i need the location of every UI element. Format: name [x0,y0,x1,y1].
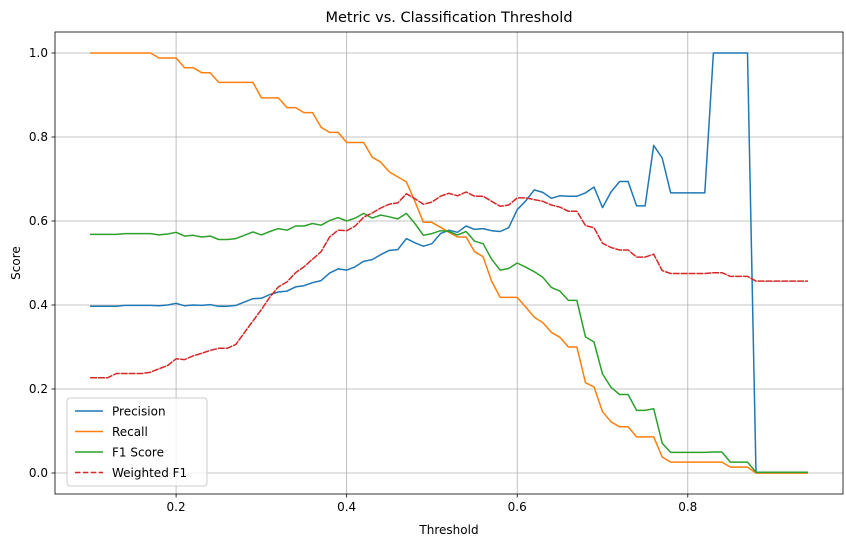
y-tick-label: 0.4 [29,298,48,312]
legend-label: Recall [112,425,148,439]
y-tick-label: 0.2 [29,382,48,396]
axes-frame [54,31,844,495]
y-tick-label: 0.6 [29,214,48,228]
chart-legend: Precision Recall F1 Score Weighted F1 [66,397,208,487]
x-tick-label: 0.2 [167,500,186,514]
legend-label: F1 Score [112,445,164,459]
chart-title: Metric vs. Classification Threshold [325,10,572,26]
series-line-precision [90,52,808,474]
y-axis-ticks: 0.0 0.2 0.4 0.6 0.8 1.0 [29,46,55,480]
legend-box [66,397,208,487]
series-line-weighted-f1 [90,191,808,379]
x-tick-label: 0.8 [678,500,697,514]
plot-series [90,52,808,474]
x-tick-label: 0.4 [337,500,356,514]
y-tick-label: 0.0 [29,466,48,480]
y-axis-label: Score [9,246,23,280]
y-tick-label: 1.0 [29,46,48,60]
series-line-f1-score [90,212,808,473]
x-axis-label: Threshold [418,523,478,537]
x-tick-label: 0.6 [508,500,527,514]
y-tick-label: 0.8 [29,130,48,144]
x-axis-ticks: 0.2 0.4 0.6 0.8 [167,494,697,514]
legend-label: Weighted F1 [112,466,187,480]
legend-label: Precision [112,404,166,418]
